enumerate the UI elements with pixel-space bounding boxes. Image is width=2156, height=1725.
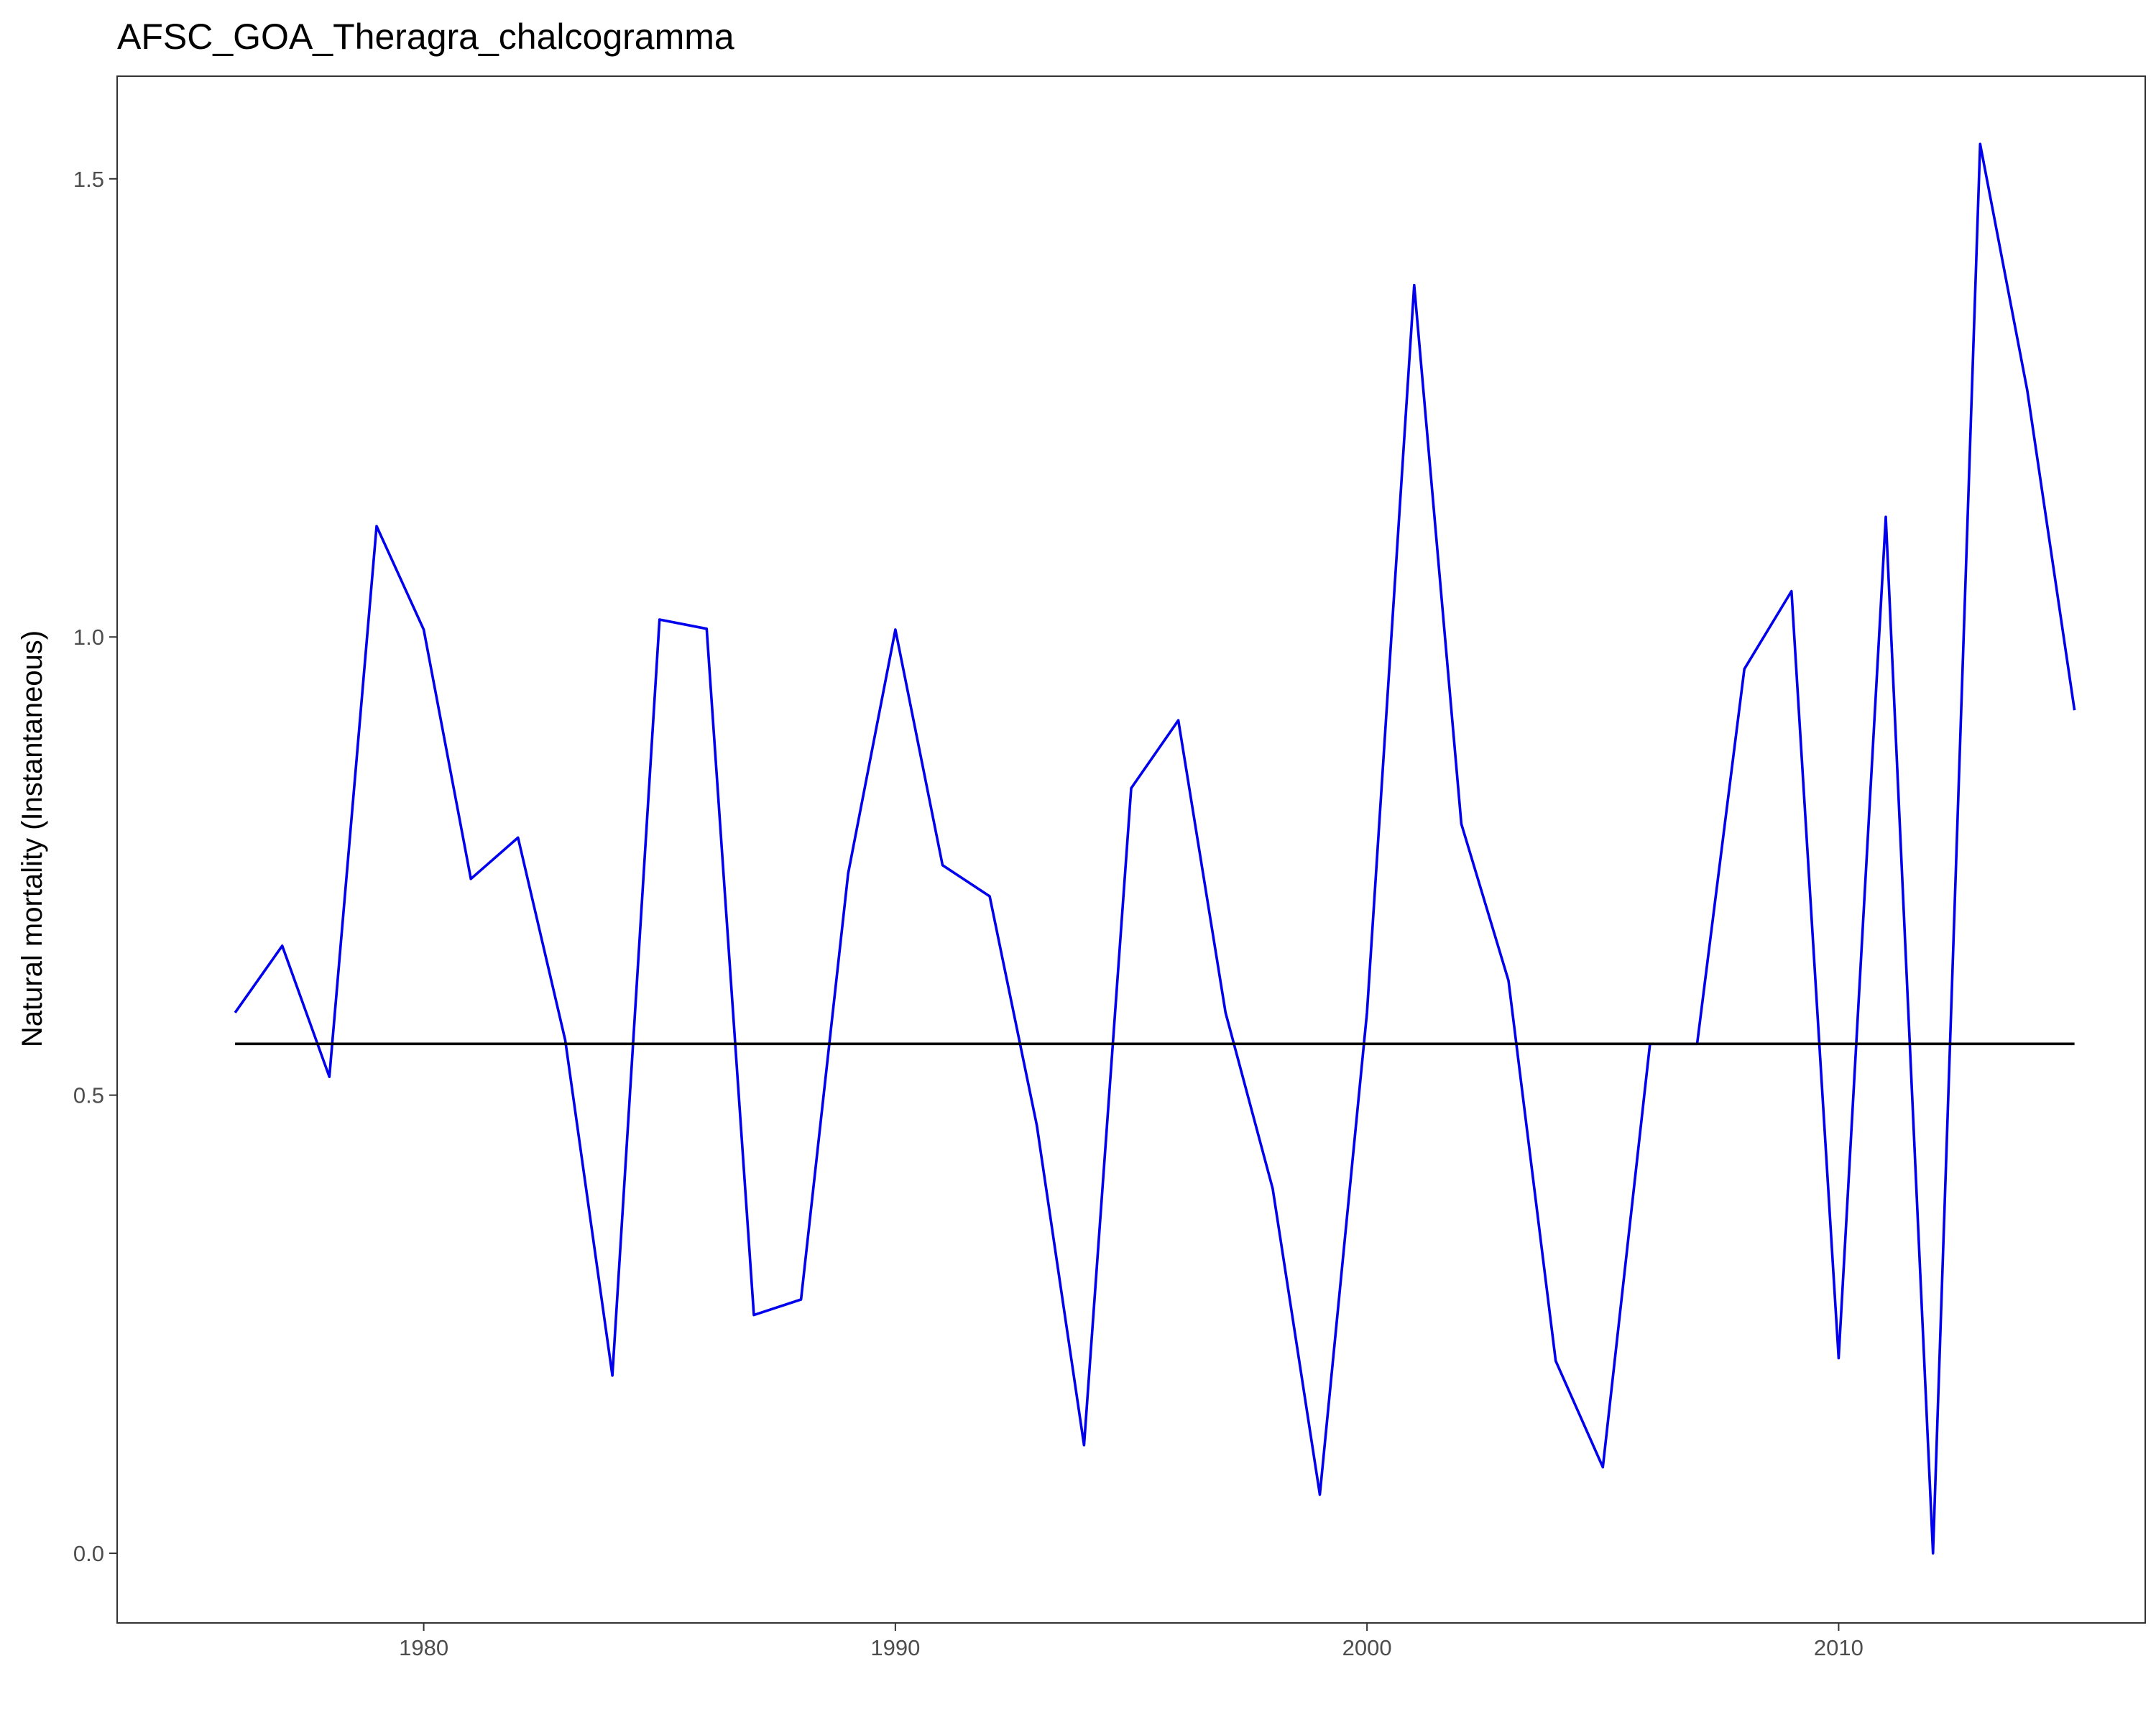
series-line-mortality xyxy=(234,142,2076,1555)
x-tick-label: 2000 xyxy=(1342,1635,1392,1660)
x-tick-label: 1980 xyxy=(399,1635,448,1660)
y-tick-label: 0.0 xyxy=(73,1541,104,1566)
y-tick-label: 0.5 xyxy=(73,1083,104,1108)
y-tick-label: 1.5 xyxy=(73,167,104,192)
x-tick-label: 2010 xyxy=(1814,1635,1864,1660)
x-tick-label: 1990 xyxy=(870,1635,920,1660)
panel-border xyxy=(116,75,2146,1624)
y-axis-label: Natural mortality (Instantaneous) xyxy=(17,630,48,1047)
chart-title: AFSC_GOA_Theragra_chalcogramma xyxy=(117,17,734,57)
y-tick-label: 1.0 xyxy=(73,625,104,650)
plot-area: 1980 1990 2000 2010 0.0 0.5 1.0 1.5 xyxy=(73,75,2146,1660)
